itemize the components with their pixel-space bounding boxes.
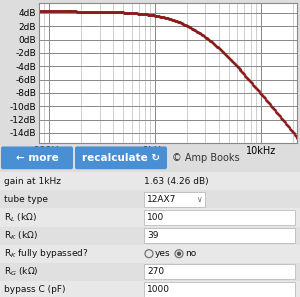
FancyBboxPatch shape [143,210,295,225]
Text: 12AX7: 12AX7 [147,195,176,204]
FancyBboxPatch shape [0,208,300,227]
Text: R$_K$ (kΩ): R$_K$ (kΩ) [4,229,38,242]
Text: 270: 270 [147,267,164,276]
FancyBboxPatch shape [143,264,295,279]
Text: recalculate ↻: recalculate ↻ [82,153,160,163]
Text: R$_G$ (kΩ): R$_G$ (kΩ) [4,266,39,278]
Text: no: no [185,249,196,258]
Text: 1000: 1000 [147,285,170,294]
FancyBboxPatch shape [0,281,300,297]
Text: R$_K$ fully bypassed?: R$_K$ fully bypassed? [4,247,89,260]
FancyBboxPatch shape [143,282,295,297]
Text: yes: yes [155,249,171,258]
FancyBboxPatch shape [0,227,300,245]
Text: ∨: ∨ [196,195,202,204]
Circle shape [177,252,181,256]
Text: gain at 1kHz: gain at 1kHz [4,177,61,186]
FancyBboxPatch shape [143,192,205,207]
Text: 1.63 (4.26 dB): 1.63 (4.26 dB) [144,177,208,186]
FancyBboxPatch shape [0,190,300,208]
FancyBboxPatch shape [1,146,73,169]
Text: 39: 39 [147,231,158,240]
Text: ← more: ← more [16,153,59,163]
FancyBboxPatch shape [143,228,295,243]
Text: bypass C (pF): bypass C (pF) [4,285,65,294]
FancyBboxPatch shape [0,172,300,190]
Text: © Amp Books: © Amp Books [172,153,240,163]
Text: tube type: tube type [4,195,48,204]
Text: R$_L$ (kΩ): R$_L$ (kΩ) [4,211,37,224]
FancyBboxPatch shape [75,146,167,169]
FancyBboxPatch shape [0,245,300,263]
FancyBboxPatch shape [0,263,300,281]
Text: 100: 100 [147,213,164,222]
